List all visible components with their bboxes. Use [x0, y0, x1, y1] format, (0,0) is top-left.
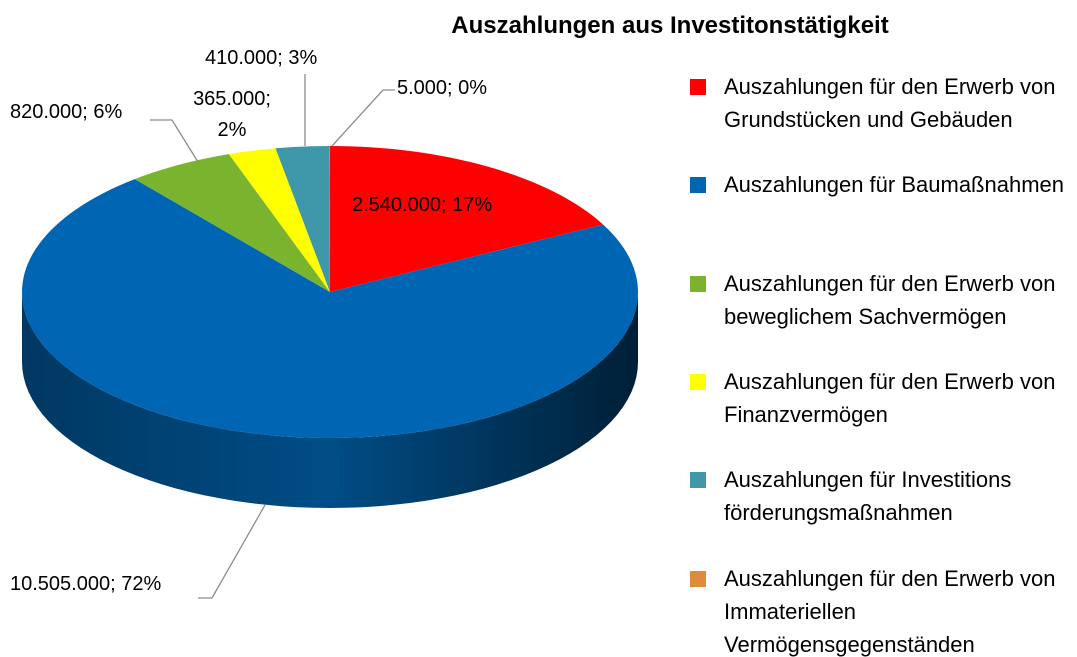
chart-title: Auszahlungen aus Investitonstätigkeit [451, 12, 889, 39]
legend-label: Auszahlungen für Baumaßnahmen [724, 172, 1064, 198]
data-label: 365.000; 2% [193, 88, 271, 141]
slice [275, 146, 330, 292]
legend-label: Auszahlungen für den Erwerb von Immateri… [724, 565, 1056, 657]
leader-line [331, 89, 395, 147]
legend-swatch [690, 177, 706, 194]
legend-label: Auszahlungen für den Erwerb von Grundstü… [724, 74, 1056, 132]
data-label: 410.000; 3% [205, 47, 318, 69]
legend-label: Auszahlungen für den Erwerb von beweglic… [724, 270, 1056, 329]
legend-swatch [690, 472, 706, 489]
slice-side [22, 292, 638, 508]
data-label: 820.000; 6% [10, 101, 123, 123]
slice [228, 148, 330, 292]
legend-item: Auszahlungen für den Erwerb von Grundstü… [690, 70, 1075, 136]
slice [329, 146, 330, 292]
legend-swatch [690, 570, 706, 587]
data-label: 10.505.000; 72% [10, 573, 162, 595]
legend-item: Auszahlungen für den Erwerb von beweglic… [690, 267, 1075, 333]
legend-label: Auszahlungen für Investitions förderungs… [724, 467, 1012, 526]
legend-item: Auszahlungen für den Erwerb von Finanzve… [690, 365, 1075, 431]
data-label: 2.540.000; 17% [352, 194, 493, 216]
slice [330, 146, 604, 292]
legend-swatch [690, 373, 706, 390]
legend-item: Auszahlungen für Investitions förderungs… [690, 463, 1075, 529]
legend-item: Auszahlungen für Baumaßnahmen [690, 168, 1075, 201]
legend-swatch [690, 79, 706, 95]
slice [22, 179, 639, 438]
data-label: 5.000; 0% [397, 77, 488, 99]
leader-line [150, 119, 199, 163]
slice [134, 154, 330, 292]
legend-label: Auszahlungen für den Erwerb von Finanzve… [724, 368, 1056, 427]
legend-item: Auszahlungen für den Erwerb von Immateri… [690, 562, 1075, 657]
legend-swatch [690, 275, 706, 292]
leader-line [198, 504, 266, 599]
